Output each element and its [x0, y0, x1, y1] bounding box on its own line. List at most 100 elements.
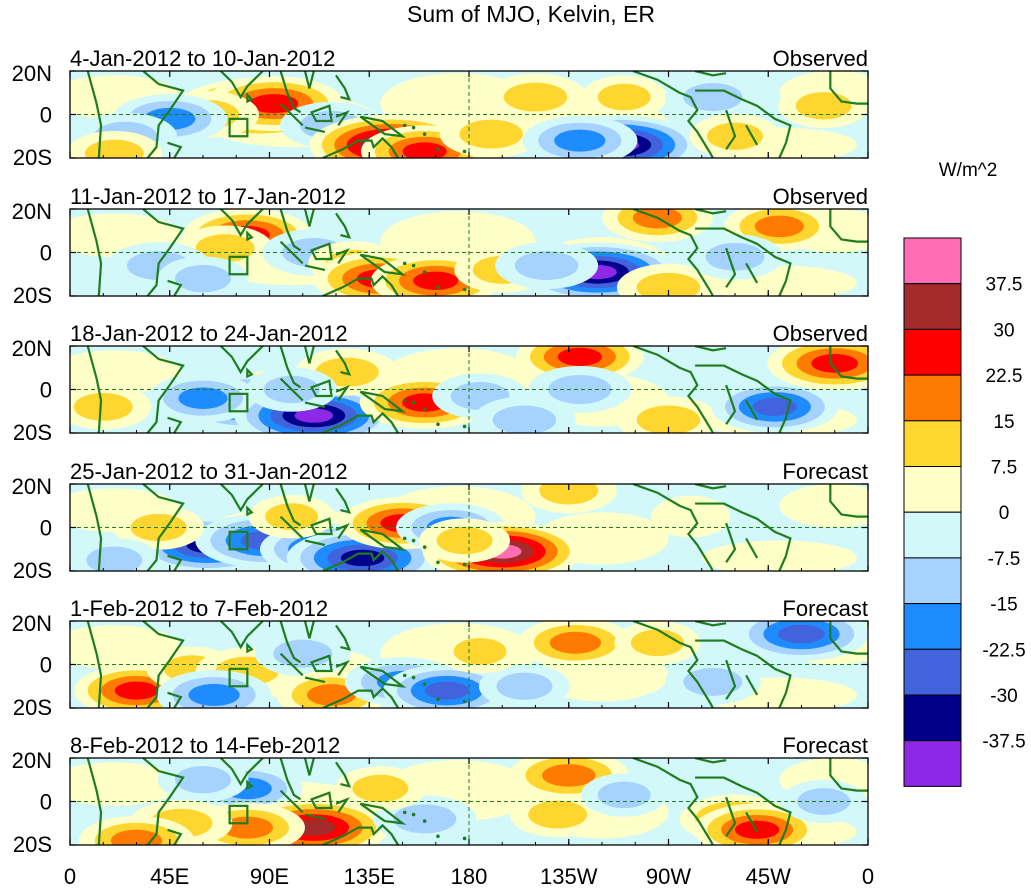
weak-positive-area	[779, 484, 868, 528]
colorbar-swatch	[903, 740, 962, 787]
panel-1: 20N 0 20S 4-Jan-2012 to 10-Jan-2012 Observed	[12, 46, 869, 170]
colorbar-swatch	[903, 694, 962, 742]
panel-period-label: 11-Jan-2012 to 17-Jan-2012	[70, 184, 346, 209]
y-tick-label: 20N	[12, 611, 52, 636]
colorbar-swatch	[903, 466, 962, 513]
x-tick-label: 0	[64, 864, 76, 889]
anomaly-blob	[616, 263, 721, 296]
y-tick-label: 20S	[13, 832, 52, 857]
anomaly-blob	[70, 384, 152, 430]
colorbar-tick-label: 0	[999, 503, 1010, 524]
colorbar-tick-label: 37.5	[986, 275, 1023, 296]
y-tick-label: 20S	[13, 145, 52, 170]
colorbar-tick-label: -37.5	[982, 732, 1025, 753]
coastlines	[86, 484, 868, 571]
colorbar-swatch	[903, 283, 962, 330]
colorbar-tick-label: 7.5	[991, 458, 1017, 479]
anomaly-blob	[254, 630, 351, 677]
anomaly-blob	[383, 664, 511, 708]
panel-6: 20N 0 20S 8-Feb-2012 to 14-Feb-2012 Forecast	[12, 733, 869, 857]
anomaly-blob	[157, 256, 249, 296]
coastlines	[86, 758, 868, 845]
x-tick-label: 180	[451, 864, 488, 889]
panel-period-label: 1-Feb-2012 to 7-Feb-2012	[70, 596, 328, 621]
colorbar-swatch	[903, 557, 962, 605]
anomaly-blob	[528, 366, 632, 413]
anomaly-blob	[156, 670, 272, 708]
panel-5: 20N 0 20S 1-Feb-2012 to 7-Feb-2012 Forecast	[12, 596, 869, 720]
anomaly-blob	[614, 621, 701, 665]
y-tick-label: 0	[40, 378, 52, 403]
anomaly-blob	[767, 346, 868, 391]
anomaly-blob	[439, 110, 543, 158]
y-tick-label: 0	[40, 103, 52, 128]
colorbar-tick-label: -30	[990, 686, 1017, 707]
y-tick-label: 20S	[13, 283, 52, 308]
anomaly-blob	[437, 629, 524, 674]
y-tick-label: 0	[40, 653, 52, 678]
anomaly-blob	[711, 380, 839, 433]
colorbar-swatch	[903, 648, 962, 696]
y-tick-label: 20S	[13, 420, 52, 445]
panel-3: 20N 0 20S 18-Jan-2012 to 24-Jan-2012 Observe…	[12, 321, 869, 445]
x-tick-label: 90W	[646, 864, 691, 889]
panel-period-label: 18-Jan-2012 to 24-Jan-2012	[70, 321, 348, 346]
chart-title: Sum of MJO, Kelvin, ER	[407, 1, 655, 27]
anomaly-blob	[780, 779, 867, 824]
anomaly-blob	[334, 766, 426, 811]
panel-kind-label: Forecast	[782, 596, 868, 621]
panel-period-label: 4-Jan-2012 to 10-Jan-2012	[70, 46, 335, 71]
y-tick-label: 20N	[12, 199, 52, 224]
anomaly-blob	[112, 94, 228, 144]
coastlines	[86, 346, 868, 433]
x-tick-label: 135W	[540, 864, 598, 889]
colorbar-tick-label: 15	[993, 412, 1014, 433]
y-tick-label: 20S	[13, 558, 52, 583]
x-tick-label: 90E	[250, 864, 289, 889]
panel-kind-label: Observed	[773, 46, 868, 71]
weak-positive-area	[701, 540, 857, 571]
y-tick-label: 20N	[12, 748, 52, 773]
panel-kind-label: Forecast	[782, 733, 868, 758]
colorbar-unit-label: W/m^2	[939, 160, 998, 181]
anomaly-blob	[157, 758, 249, 802]
x-tick-label: 45E	[150, 864, 189, 889]
anomaly-blob	[495, 242, 599, 290]
colorbar-swatch	[903, 237, 962, 285]
y-tick-label: 20N	[12, 474, 52, 499]
colorbar-tick-label: -7.5	[988, 549, 1021, 570]
panel-kind-label: Forecast	[782, 459, 868, 484]
anomaly-blob	[616, 396, 721, 433]
colorbar-tick-label: 30	[993, 320, 1014, 341]
anomaly-blob	[509, 791, 606, 838]
colorbar-swatch	[903, 511, 962, 559]
colorbar-swatch	[903, 328, 962, 376]
colorbar-tick-label: -15	[990, 595, 1017, 616]
anomaly-blob	[778, 83, 868, 128]
panel-period-label: 25-Jan-2012 to 31-Jan-2012	[70, 459, 348, 484]
colorbar-tick-label: 22.5	[986, 366, 1023, 387]
anomaly-blob	[508, 758, 629, 801]
y-tick-label: 0	[40, 516, 52, 541]
anomaly-blob	[734, 621, 868, 661]
anomaly-blob	[419, 518, 511, 563]
panel-2: 20N 0 20S 11-Jan-2012 to 17-Jan-2012 Observe…	[12, 184, 869, 308]
anomaly-blob	[664, 74, 761, 120]
panel-kind-label: Observed	[773, 184, 868, 209]
anomaly-blob	[522, 115, 638, 158]
anomaly-blob	[78, 815, 195, 845]
colorbar-swatch	[903, 420, 962, 467]
anomaly-blob	[581, 75, 668, 119]
coastlines	[86, 209, 868, 296]
panel-kind-label: Observed	[773, 321, 868, 346]
anomaly-blob	[478, 664, 570, 708]
panel-period-label: 8-Feb-2012 to 14-Feb-2012	[70, 733, 340, 758]
colorbar: W/m^2 37.5 30 22.5 15 7.5 0 -7.5 -15 -22.5 -30 -37…	[903, 160, 1026, 787]
anomaly-blob	[581, 773, 668, 817]
x-tick-label: 135E	[344, 864, 395, 889]
x-tick-label: 0	[862, 864, 874, 889]
anomaly-blob	[664, 659, 761, 705]
y-tick-label: 20N	[12, 61, 52, 86]
colorbar-swatch	[903, 374, 962, 422]
